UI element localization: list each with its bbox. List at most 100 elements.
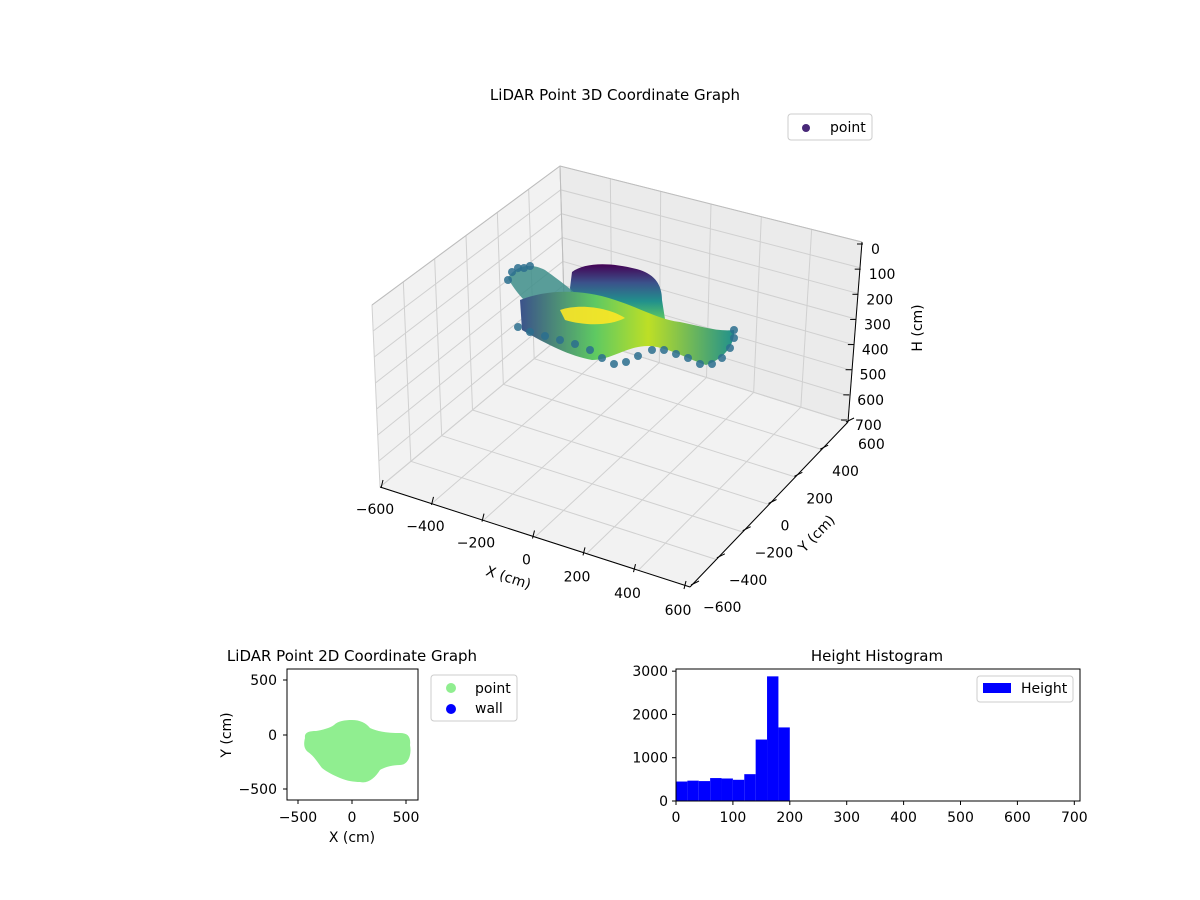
z-tick-label-3d: 0 — [871, 242, 880, 258]
y-tick-label-2d: 0 — [268, 728, 277, 744]
legend-point-marker — [802, 124, 810, 132]
y-tick-label-histogram: 0 — [659, 794, 668, 810]
x-tick-label-histogram: 600 — [1004, 810, 1031, 826]
point-marker — [730, 326, 738, 334]
histogram-bar — [687, 780, 699, 801]
point-cloud-edge — [504, 262, 738, 368]
point-marker — [708, 360, 716, 368]
x-tick-3d — [532, 530, 535, 539]
y-tick-3d — [690, 580, 700, 586]
point-cloud-3d — [504, 262, 738, 368]
point-marker — [660, 346, 668, 354]
point-marker — [730, 334, 738, 342]
x-tick-3d — [582, 547, 586, 556]
histogram-bar — [744, 774, 756, 801]
histogram-title: Height Histogram — [811, 647, 943, 665]
x-tick-label-histogram: 300 — [833, 810, 860, 826]
histogram-bar — [767, 676, 779, 801]
back-pane — [560, 166, 862, 422]
legend-point-label-2d: point — [475, 681, 511, 697]
grid-line-left-vertical — [465, 235, 473, 411]
y-tick-3d — [716, 553, 726, 559]
floor-pane — [380, 333, 848, 587]
histogram-bar — [676, 781, 688, 801]
grid-line-back-vertical — [800, 229, 813, 408]
left-pane — [372, 166, 565, 487]
plot-2d-title: LiDAR Point 2D Coordinate Graph — [227, 647, 477, 665]
x-tick-label-3d: 600 — [665, 603, 692, 619]
y-axis-label-2d: Y (cm) — [219, 712, 235, 758]
x-tick-label-3d: −400 — [406, 519, 444, 535]
z-tick-label-3d: 100 — [869, 267, 896, 283]
point-marker — [610, 360, 618, 368]
grid-line-floor-y — [534, 358, 822, 450]
x-tick-label-histogram: 0 — [672, 810, 681, 826]
histogram-bar — [721, 778, 733, 801]
plot-2d: LiDAR Point 2D Coordinate Graph −500 0 500… — [219, 647, 518, 846]
histogram-bar — [732, 779, 745, 801]
z-axis-label-3d: H (cm) — [910, 304, 926, 351]
plot-histogram: Height Histogram 0 100 200 300 400 500 600 7000… — [632, 647, 1087, 826]
x-tick-3d — [431, 496, 434, 505]
z-tick-label-3d: 200 — [866, 292, 893, 308]
legend-histogram: Height — [976, 675, 1074, 703]
histogram-frame — [675, 668, 1081, 802]
y-tick-3d — [845, 417, 855, 423]
tick-marks-2d — [283, 679, 407, 804]
histogram-bars — [676, 676, 790, 801]
legend-height-swatch — [983, 683, 1011, 693]
plot-3d-title: LiDAR Point 3D Coordinate Graph — [490, 86, 740, 104]
y-tick-3d — [742, 526, 751, 532]
y-tick-label-histogram: 3000 — [632, 664, 668, 680]
point-marker — [504, 276, 512, 284]
grid-line-back-vertical — [753, 216, 762, 393]
y-tick-label-3d: 400 — [832, 464, 859, 480]
legend-3d: point — [787, 113, 873, 141]
point-cloud-highlight — [560, 306, 625, 325]
plot-3d: LiDAR Point 3D Coordinate Graph −600 −400… — [356, 86, 926, 619]
point-marker — [648, 346, 656, 354]
tick-marks-histogram — [672, 670, 1075, 805]
point-marker — [514, 323, 522, 331]
point-marker — [598, 354, 606, 362]
tick-labels-3d: −600 −400 −200 0 200 400 600 −600 −400 −200 0 200 40… — [356, 242, 896, 619]
x-tick-label-3d: 200 — [564, 569, 591, 585]
point-marker — [526, 262, 534, 270]
tick-labels-histogram: 0 100 200 300 400 500 600 700 0 1000 2000 3000 — [632, 664, 1087, 826]
histogram-bar — [778, 727, 790, 801]
z-tick-label-3d: 500 — [860, 368, 887, 384]
point-marker — [634, 352, 642, 360]
y-tick-label-2d: −500 — [239, 782, 277, 798]
point-marker — [696, 360, 704, 368]
point-footprint — [304, 720, 411, 783]
x-tick-label-3d: 0 — [522, 553, 531, 569]
grid-line-left-vertical — [434, 258, 443, 436]
y-tick-label-histogram: 2000 — [632, 707, 668, 723]
point-marker — [541, 332, 549, 340]
x-tick-3d — [683, 580, 687, 590]
y-tick-label-3d: 0 — [781, 519, 790, 535]
histogram-bar — [698, 781, 711, 801]
legend-height-label: Height — [1021, 681, 1068, 697]
x-tick-label-histogram: 100 — [720, 810, 747, 826]
legend-point-marker-2d — [446, 683, 456, 693]
tick-labels-2d: −500 0 500 500 0 −500 — [239, 673, 420, 826]
y-tick-3d — [794, 471, 803, 477]
x-tick-3d — [380, 479, 384, 489]
point-marker — [726, 344, 734, 352]
point-marker — [508, 268, 516, 276]
x-axis-label-2d: X (cm) — [329, 830, 375, 846]
x-tick-label-2d: 0 — [348, 810, 357, 826]
point-marker — [514, 264, 522, 272]
histogram-bar — [755, 739, 768, 801]
point-marker — [622, 358, 630, 366]
y-tick-3d — [768, 499, 777, 504]
legend-point-label: point — [830, 120, 866, 136]
z-tick-label-3d: 600 — [857, 393, 884, 409]
x-tick-label-2d: 500 — [393, 810, 420, 826]
point-marker — [586, 346, 594, 354]
y-tick-label-3d: −600 — [703, 600, 741, 616]
x-tick-label-histogram: 200 — [776, 810, 803, 826]
y-tick-label-2d: 500 — [250, 673, 277, 689]
